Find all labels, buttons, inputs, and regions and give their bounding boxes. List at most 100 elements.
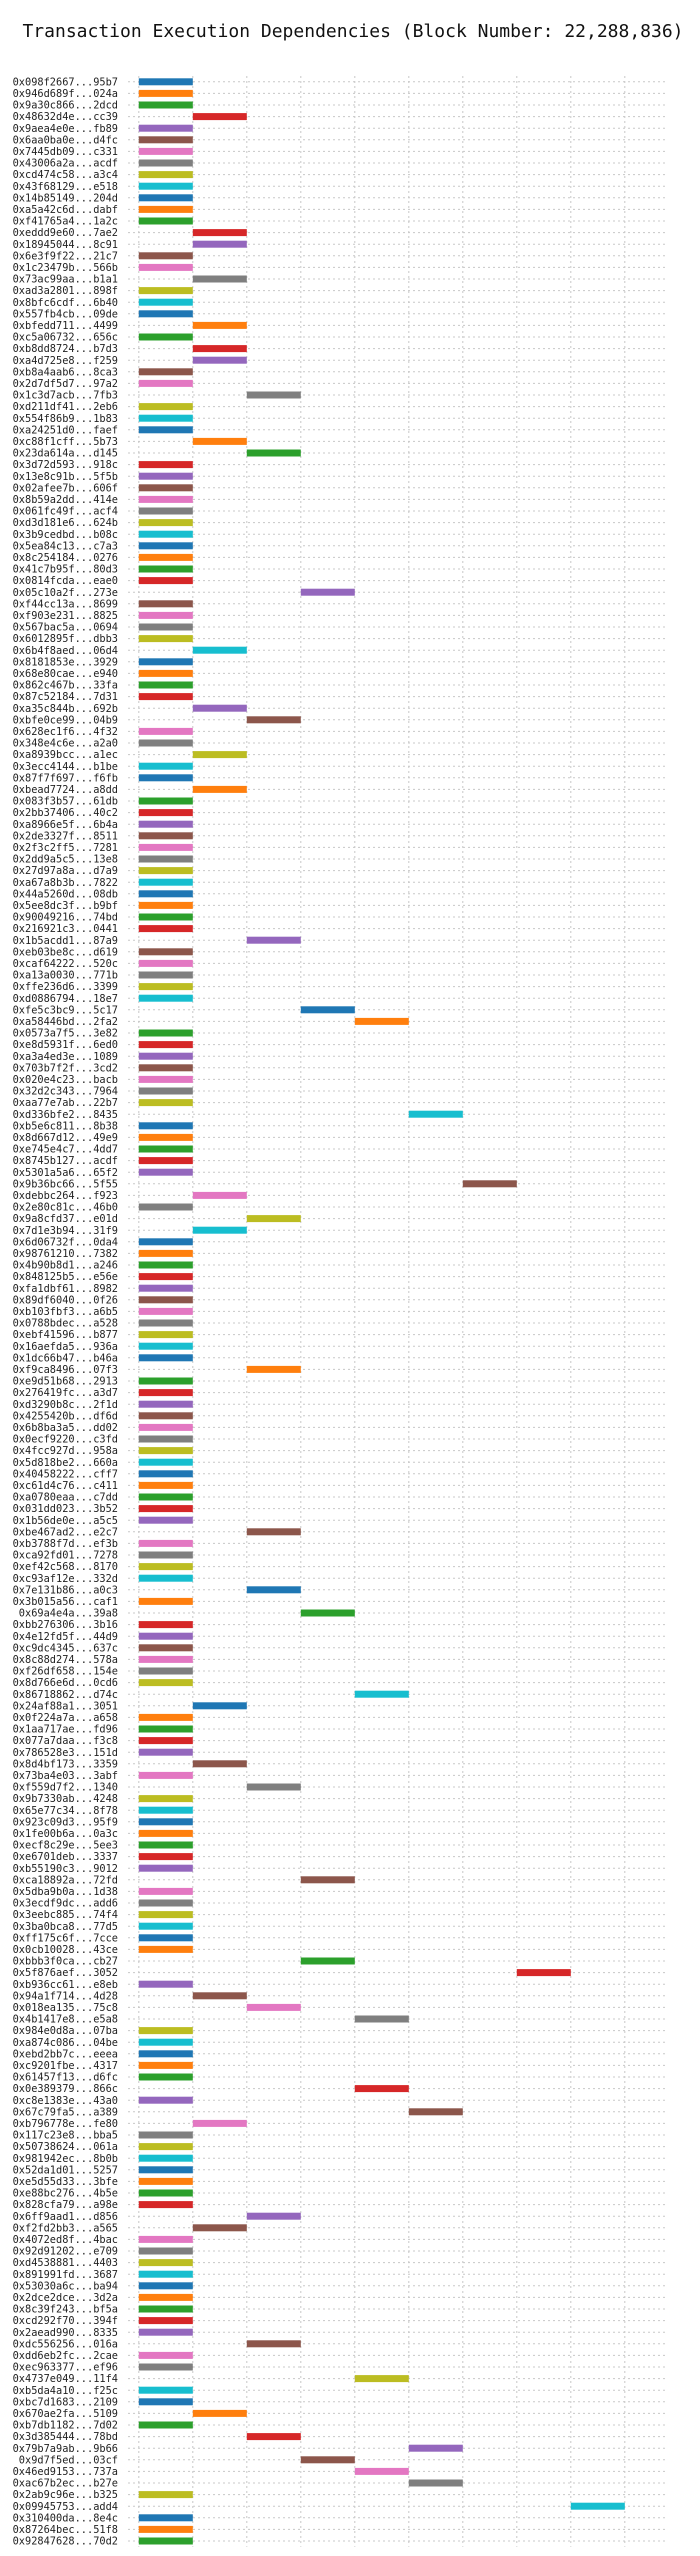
y-tick-label: 0xcaf64222...520c <box>13 958 118 970</box>
y-tick-label: 0xb7db1182...7d02 <box>13 2420 118 2432</box>
bar <box>138 1284 193 1292</box>
y-tick-label: 0x79b7a9ab...9b66 <box>13 2443 118 2455</box>
bar <box>138 565 193 573</box>
y-tick-label: 0xb3788f7d...ef3b <box>13 1538 118 1550</box>
y-tick-label: 0x73ac99aa...b1a1 <box>13 274 118 286</box>
bar <box>192 1226 247 1234</box>
bar <box>138 1621 193 1629</box>
bar <box>138 1539 193 1547</box>
bar <box>138 1748 193 1756</box>
bar <box>138 971 193 979</box>
y-tick-label: 0x8c88d274...578a <box>13 1654 118 1666</box>
y-tick-label: 0xbc7d1683...2109 <box>13 2396 118 2408</box>
y-tick-label: 0x3ba0bca8...77d5 <box>13 1921 118 1933</box>
bar <box>138 577 193 585</box>
bar <box>246 1365 301 1373</box>
y-tick-label: 0xe6701deb...3337 <box>13 1851 118 1863</box>
bar <box>138 2143 193 2151</box>
y-tick-label: 0x14b85149...204d <box>13 192 118 204</box>
y-tick-label: 0xb8a4aab6...8ca3 <box>13 366 118 378</box>
bar <box>192 1760 247 1768</box>
bar <box>138 890 193 898</box>
y-tick-label: 0x67c79fa5...a389 <box>13 2106 118 2118</box>
y-tick-label: 0xc9dc4345...637c <box>13 1642 118 1654</box>
bar <box>192 321 247 329</box>
bar <box>138 1841 193 1849</box>
bar <box>138 2282 193 2290</box>
bar <box>138 774 193 782</box>
y-tick-label: 0xb55190c3...9012 <box>13 1863 118 1875</box>
y-tick-label: 0x53030a6c...ba94 <box>13 2280 118 2292</box>
y-tick-label: 0x554f86b9...1b83 <box>13 413 118 425</box>
y-tick-label: 0x2f3c2ff5...7281 <box>13 842 118 854</box>
y-tick-label: 0xbead7724...a8dd <box>13 784 118 796</box>
y-tick-label: 0x98761210...7382 <box>13 1248 118 1260</box>
bar <box>138 1203 193 1211</box>
y-tick-label: 0x2d7df5d7...97a2 <box>13 378 118 390</box>
y-tick-label: 0x6e3f9f22...21c7 <box>13 250 118 262</box>
y-tick-label: 0x061fc49f...acf4 <box>13 506 118 518</box>
y-tick-label: 0x567bac5a...0694 <box>13 622 118 634</box>
y-tick-label: 0xa5a42c6d...dabf <box>13 204 118 216</box>
bar <box>138 78 193 86</box>
y-tick-label: 0x098f2667...95b7 <box>13 76 118 88</box>
bar <box>138 1064 193 1072</box>
bar <box>138 681 193 689</box>
y-tick-label: 0x5d818be2...660a <box>13 1457 118 1469</box>
bar <box>138 635 193 643</box>
y-tick-label: 0x41c7b95f...80d3 <box>13 564 118 576</box>
y-tick-label: 0xb103fbf3...a6b5 <box>13 1306 118 1318</box>
y-tick-label: 0x27d97a8a...d7a9 <box>13 865 118 877</box>
y-tick-label: 0x984e0d8a...07ba <box>13 2025 118 2037</box>
y-tick-label: 0x3ecc4144...b1be <box>13 761 118 773</box>
bar <box>138 495 193 503</box>
bar <box>408 2479 463 2487</box>
y-tick-label: 0x5ea84c13...c7a3 <box>13 540 118 552</box>
y-tick-label: 0x8c254184...0276 <box>13 552 118 564</box>
y-tick-label: 0x981942ec...8b0b <box>13 2153 118 2165</box>
bar <box>246 1215 301 1223</box>
y-tick-label: 0x0814fcda...eae0 <box>13 575 118 587</box>
y-tick-label: 0x8d4bf173...3359 <box>13 1758 118 1770</box>
y-tick-label: 0x4737e049...11f4 <box>13 2373 118 2385</box>
bar <box>138 287 193 295</box>
y-tick-label: 0x92847628...70d2 <box>13 2536 118 2548</box>
y-tick-label: 0x43006a2a...acdf <box>13 158 118 170</box>
bar <box>138 1412 193 1420</box>
y-tick-label: 0x031dd023...3b52 <box>13 1503 118 1515</box>
bar <box>246 1528 301 1536</box>
y-tick-label: 0x2ab9c96e...b325 <box>13 2489 118 2501</box>
y-tick-label: 0x117c23e8...bba5 <box>13 2130 118 2142</box>
bar <box>138 2073 193 2081</box>
bar <box>138 553 193 561</box>
bar <box>138 1551 193 1559</box>
y-tick-label: 0x8c39f243...bf5a <box>13 2304 118 2316</box>
bar <box>192 704 247 712</box>
bar <box>138 1667 193 1675</box>
y-tick-label: 0x8181853e...3929 <box>13 656 118 668</box>
bar <box>138 2421 193 2429</box>
bar <box>246 1783 301 1791</box>
y-tick-label: 0x3b9cedbd...b08c <box>13 529 118 541</box>
y-tick-label: 0x02afee7b...606f <box>13 482 118 494</box>
y-tick-label: 0x670ae2fa...5109 <box>13 2408 118 2420</box>
y-tick-label: 0x18945044...8c91 <box>13 239 118 251</box>
bar <box>138 867 193 875</box>
y-tick-label: 0x276419fc...a3d7 <box>13 1387 118 1399</box>
bar <box>138 1934 193 1942</box>
bar <box>138 1377 193 1385</box>
bar <box>300 2456 355 2464</box>
bar <box>138 1597 193 1605</box>
y-tick-label: 0xb936cc61...e8eb <box>13 1979 118 1991</box>
bar <box>138 1922 193 1930</box>
bar <box>138 2050 193 2058</box>
y-tick-label: 0x92d91202...e709 <box>13 2246 118 2258</box>
y-tick-label: 0x73ba4e03...3abf <box>13 1770 118 1782</box>
y-tick-label: 0x1aa717ae...fd96 <box>13 1724 118 1736</box>
bar <box>138 1389 193 1397</box>
y-tick-label: 0xa67a8b3b...7822 <box>13 877 118 889</box>
bar <box>246 391 301 399</box>
y-tick-label: 0x862c467b...33fa <box>13 680 118 692</box>
bar <box>138 2317 193 2325</box>
y-tick-label: 0x9b7330ab...4248 <box>13 1793 118 1805</box>
